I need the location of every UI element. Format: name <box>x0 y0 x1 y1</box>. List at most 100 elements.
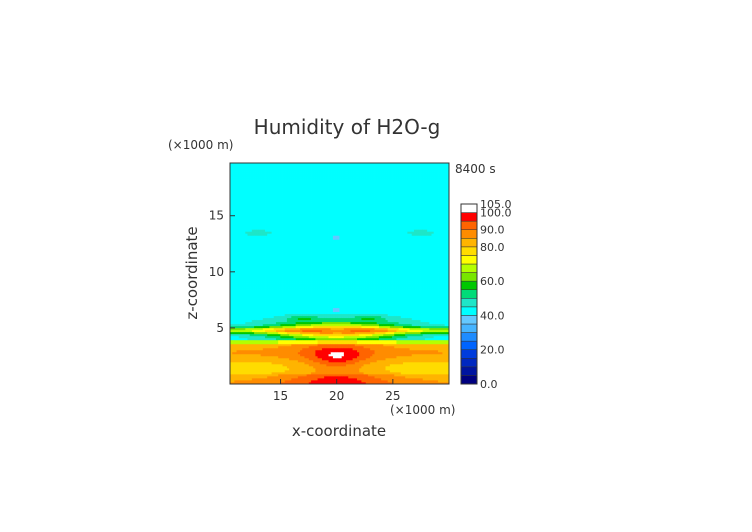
heatmap-cell <box>302 291 305 294</box>
heatmap-cell <box>311 175 314 178</box>
heatmap-cell <box>284 221 288 224</box>
heatmap-cell <box>300 219 303 222</box>
heatmap-cell <box>311 217 314 220</box>
heatmap-cell <box>304 269 308 272</box>
heatmap-cell <box>254 163 257 166</box>
heatmap-cell <box>295 225 299 228</box>
heatmap-cell <box>265 289 268 292</box>
heatmap-cell <box>295 313 299 317</box>
heatmap-cell <box>245 225 248 228</box>
heatmap-cell <box>258 351 262 355</box>
heatmap-cell <box>319 253 323 256</box>
heatmap-cell <box>254 247 257 250</box>
heatmap-cell <box>232 281 235 284</box>
heatmap-cell <box>282 265 286 268</box>
heatmap-cell <box>265 259 268 262</box>
heatmap-cell <box>269 359 273 363</box>
heatmap-cell <box>280 347 283 351</box>
heatmap-cell <box>319 221 323 224</box>
heatmap-cell <box>269 355 273 359</box>
heatmap-cell <box>291 333 294 337</box>
heatmap-cell <box>289 297 292 301</box>
heatmap-cell <box>304 237 308 240</box>
heatmap-cell <box>326 323 329 327</box>
heatmap-cell <box>295 341 299 345</box>
heatmap-cell <box>317 263 321 266</box>
heatmap-cell <box>278 281 281 284</box>
heatmap-cell <box>300 317 303 321</box>
heatmap-cell <box>247 337 251 341</box>
heatmap-cell <box>315 273 318 276</box>
heatmap-cell <box>236 287 240 290</box>
heatmap-cell <box>273 313 277 317</box>
heatmap-cell <box>295 367 299 371</box>
heatmap-cell <box>319 287 323 290</box>
heatmap-cell <box>243 357 246 361</box>
heatmap-cell <box>313 367 316 371</box>
heatmap-cell <box>240 237 244 240</box>
heatmap-cell <box>321 317 325 321</box>
heatmap-cell <box>275 235 279 238</box>
heatmap-cell <box>273 207 277 210</box>
heatmap-cell <box>278 277 281 280</box>
heatmap-cell <box>251 263 255 266</box>
heatmap-cell <box>280 381 283 385</box>
heatmap-cell <box>328 369 332 373</box>
heatmap-cell <box>306 199 310 202</box>
heatmap-cell <box>280 241 283 244</box>
heatmap-cell <box>308 177 312 180</box>
heatmap-cell <box>245 315 248 319</box>
heatmap-cell <box>260 199 264 202</box>
heatmap-cell <box>289 211 292 214</box>
heatmap-cell <box>243 367 246 371</box>
heatmap-cell <box>321 259 325 262</box>
heatmap-cell <box>295 275 299 278</box>
heatmap-cell <box>234 181 237 184</box>
heatmap-cell <box>286 379 290 383</box>
heatmap-cell <box>249 279 253 282</box>
heatmap-cell <box>306 179 310 182</box>
heatmap-cell <box>284 177 288 180</box>
heatmap-cell <box>297 225 301 228</box>
heatmap-cell <box>291 291 294 294</box>
heatmap-cell <box>308 345 312 349</box>
heatmap-cell <box>230 255 233 258</box>
heatmap-cell <box>251 181 255 184</box>
heatmap-cell <box>317 183 321 186</box>
heatmap-cell <box>275 181 279 184</box>
heatmap-cell <box>254 209 257 212</box>
heatmap-cell <box>236 363 240 367</box>
heatmap-cell <box>256 209 259 212</box>
heatmap-cell <box>326 367 329 371</box>
heatmap-cell <box>243 295 246 299</box>
heatmap-cell <box>289 337 292 341</box>
heatmap-cell <box>254 381 257 385</box>
heatmap-cell <box>254 299 257 303</box>
heatmap-cell <box>234 227 237 230</box>
heatmap-cell <box>236 291 240 294</box>
heatmap-cell <box>234 189 237 192</box>
heatmap-cell <box>295 353 299 357</box>
heatmap-cell <box>308 281 312 284</box>
heatmap-cell <box>284 233 288 236</box>
heatmap-cell <box>234 251 237 254</box>
heatmap-cell <box>271 181 275 184</box>
heatmap-cell <box>236 221 240 224</box>
heatmap-cell <box>247 205 251 208</box>
heatmap-cell <box>300 277 303 280</box>
heatmap-cell <box>258 359 262 363</box>
heatmap-cell <box>234 337 237 341</box>
heatmap-cell <box>291 265 294 268</box>
heatmap-cell <box>306 191 310 194</box>
heatmap-cell <box>289 307 292 311</box>
heatmap-cell <box>273 269 277 272</box>
heatmap-cell <box>311 371 314 375</box>
heatmap-cell <box>232 287 235 290</box>
heatmap-cell <box>300 331 303 335</box>
heatmap-cell <box>293 269 297 272</box>
heatmap-cell <box>236 367 240 371</box>
heatmap-cell <box>262 275 266 278</box>
heatmap-cell <box>319 185 323 188</box>
heatmap-cell <box>286 191 290 194</box>
heatmap-cell <box>313 203 316 206</box>
